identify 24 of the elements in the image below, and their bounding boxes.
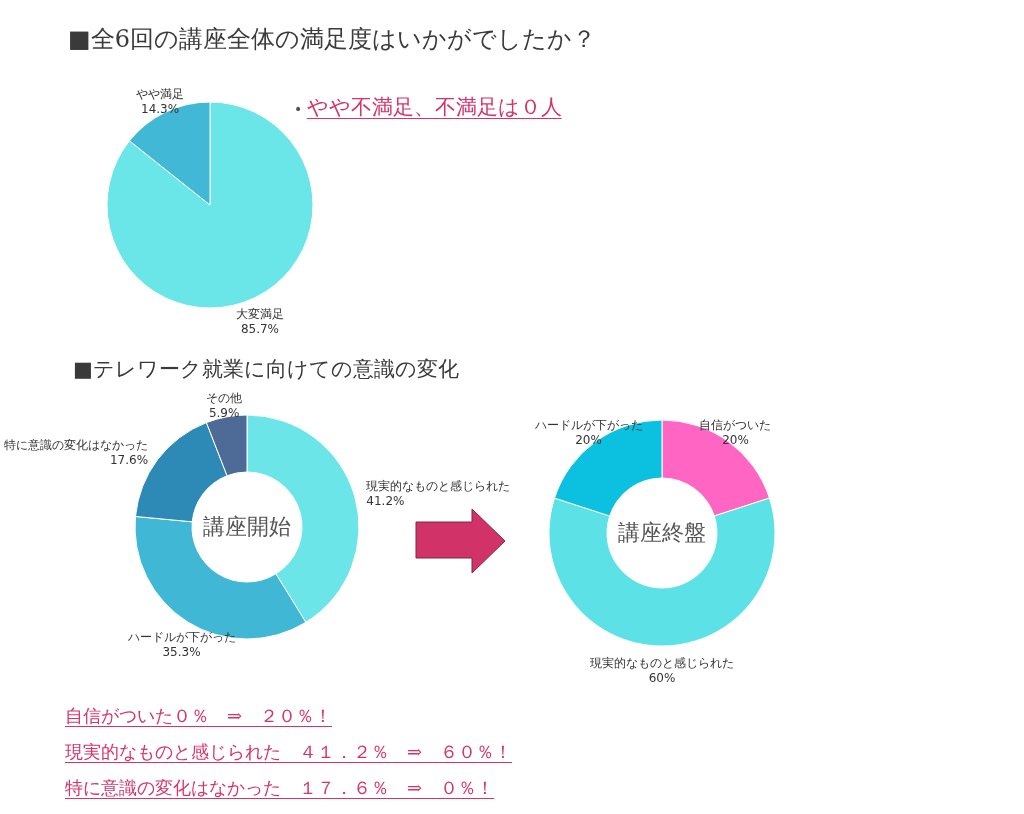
slice-label: やや満足 [136, 87, 185, 102]
slice-label: 特に意識の変化はなかった [4, 438, 149, 453]
data-label: 35.3% [162, 645, 201, 660]
chart-title: ■全6回の講座全体の満足度はいかがでしたか？ [68, 25, 596, 54]
data-label: 41.2% [366, 494, 405, 509]
text: 特に意識の変化はなかった １７．６％ ⇒ ０％！ [65, 777, 495, 798]
data-label: 60% [648, 671, 676, 685]
data-label: 14.3% [140, 102, 180, 117]
text: 現実的なものと感じられた ４１．２％ ⇒ ６０％！ [65, 741, 513, 762]
slice-label: その他 [206, 391, 243, 406]
slice-label: 自信がついた [699, 417, 772, 432]
text: • やや不満足、不満足は０人 [294, 95, 562, 119]
data-label: 20% [575, 432, 602, 447]
slice-label: 現実的なものと感じられた [366, 479, 511, 494]
chart-title: ■テレワーク就業に向けての意識の変化 [73, 357, 459, 383]
data-label: 17.6% [109, 453, 149, 468]
data-label: 5.9% [208, 406, 240, 421]
text: 講座終盤 [618, 520, 706, 545]
text: 講座開始 [203, 514, 291, 539]
text: 自信がついた０％ ⇒ ２０％！ [65, 705, 333, 726]
slice-label: 現実的なものと感じられた [590, 656, 734, 670]
data-label: 85.7% [240, 321, 280, 336]
data-label: 20% [722, 432, 749, 447]
slice-label: 大変満足 [235, 306, 284, 321]
